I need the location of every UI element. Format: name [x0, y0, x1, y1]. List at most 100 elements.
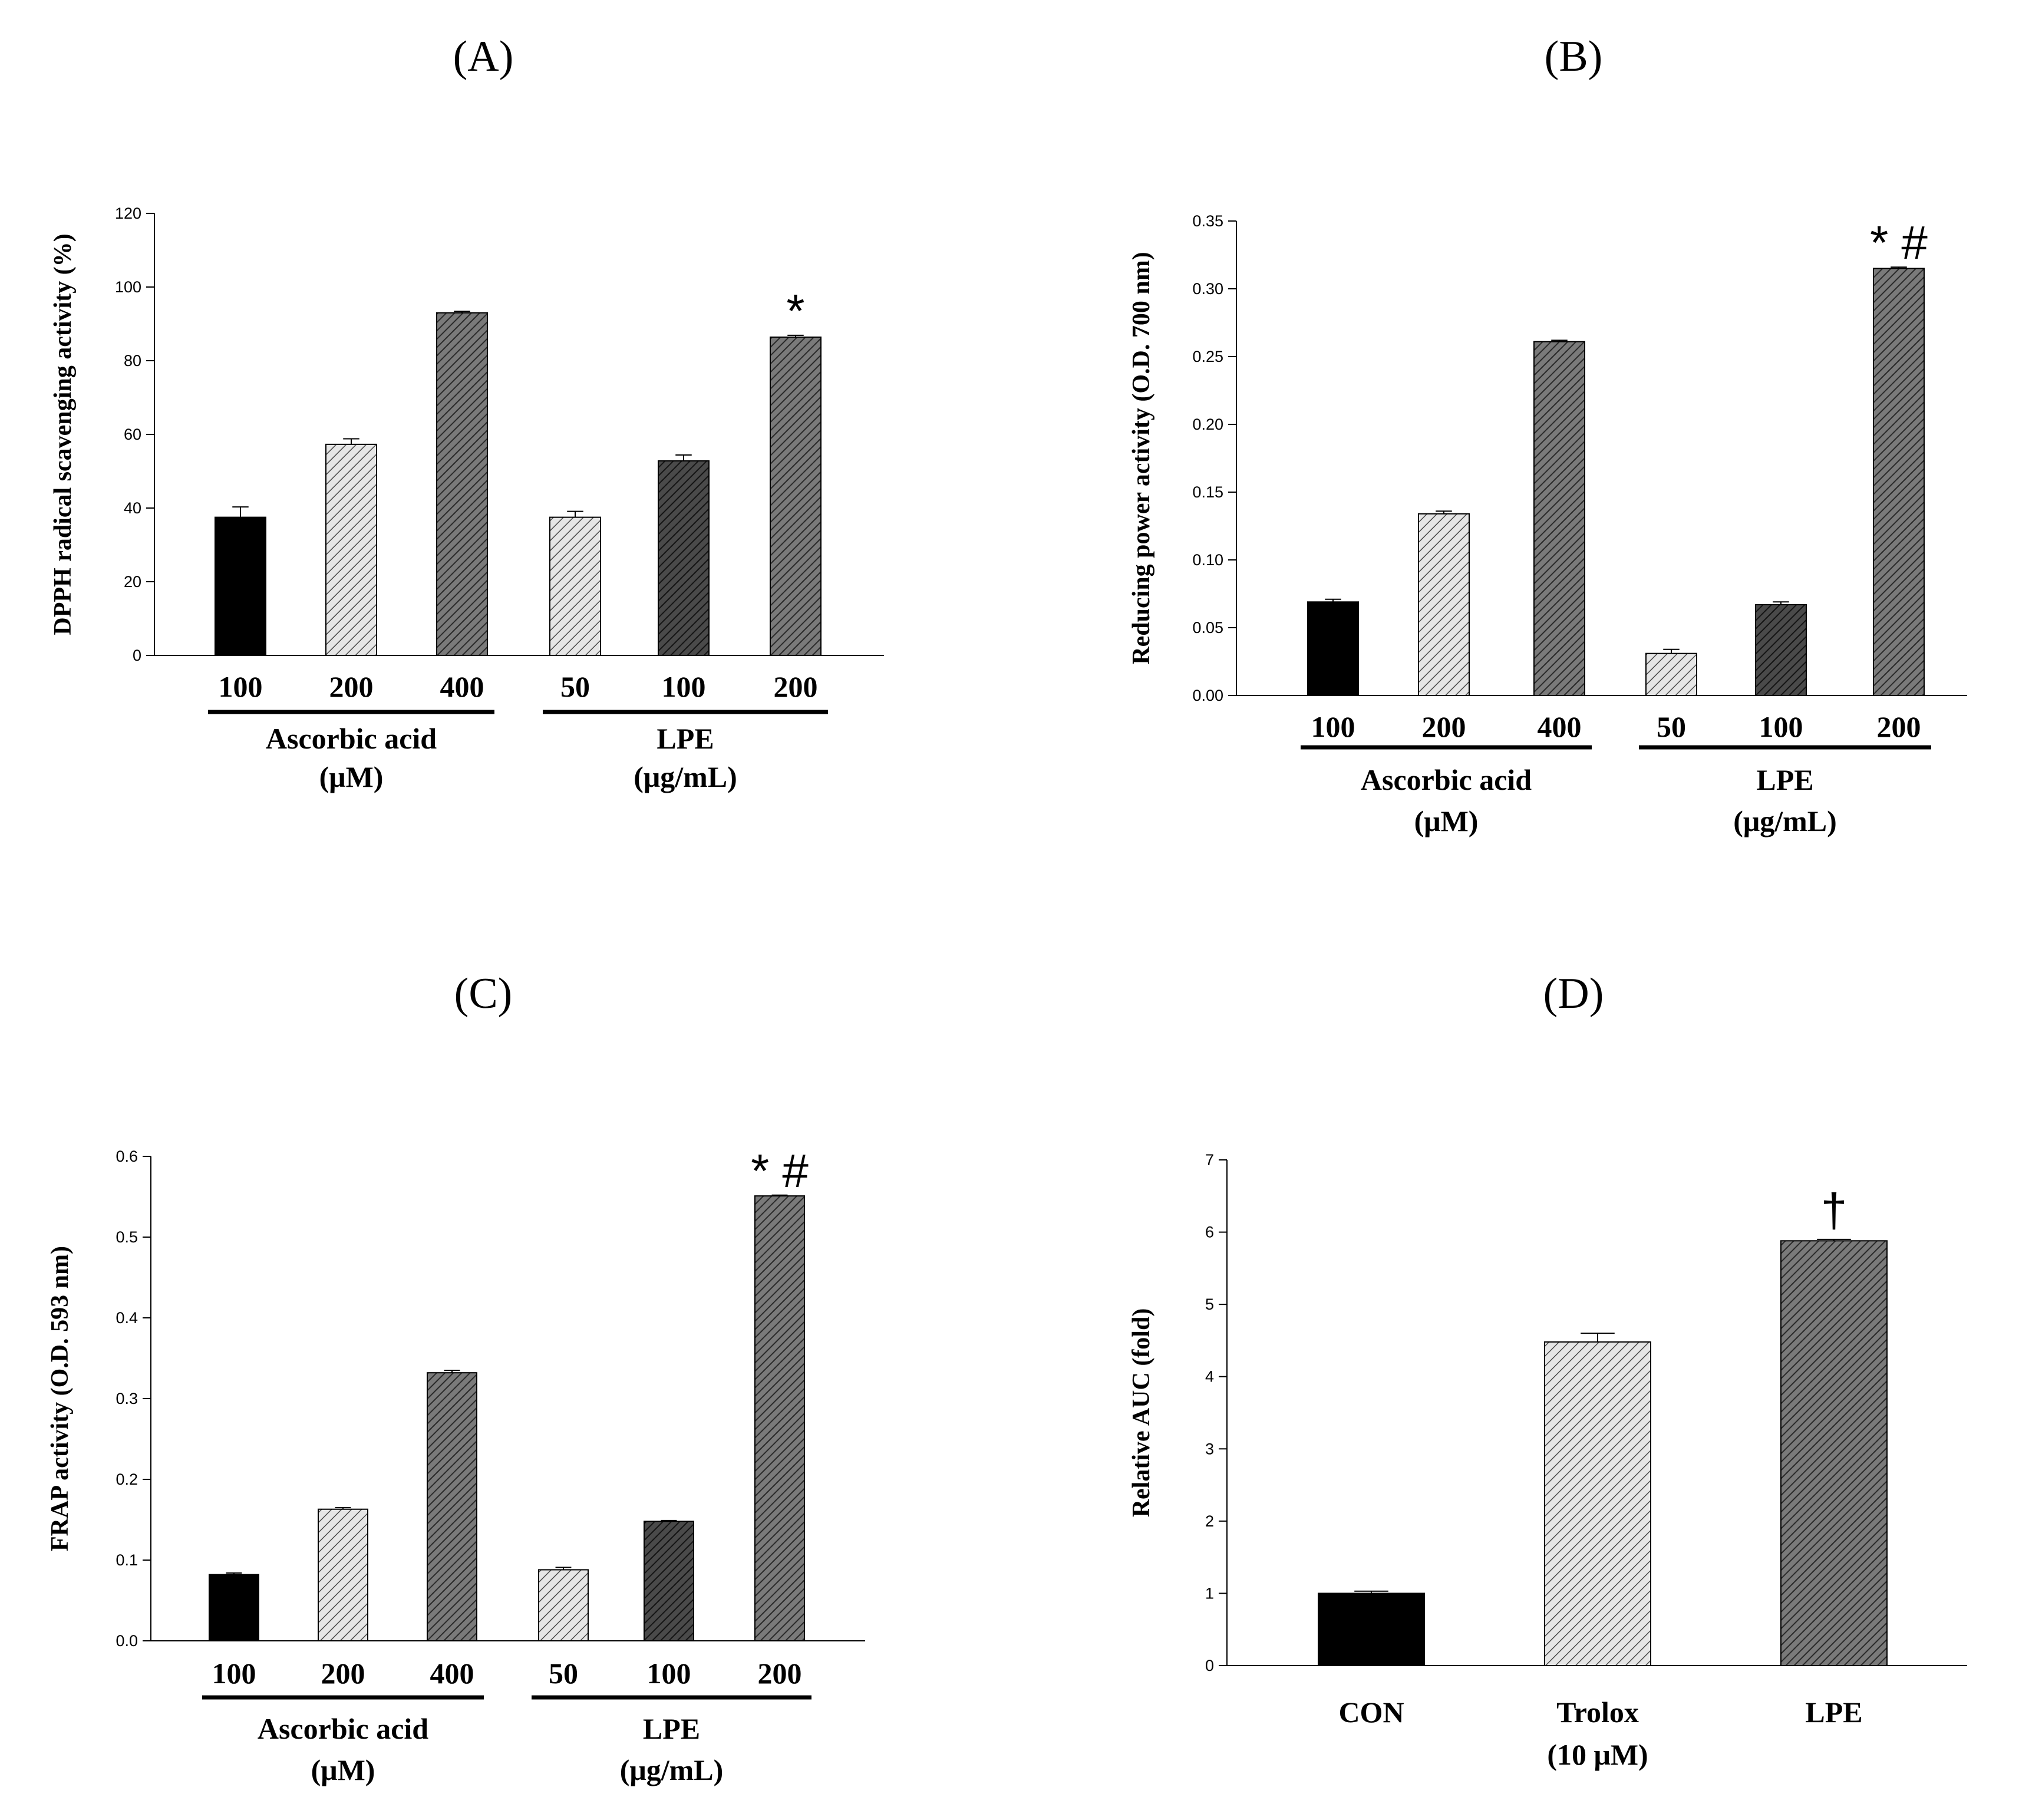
y-tick-label: 0.15	[1192, 483, 1223, 501]
bar	[770, 337, 822, 656]
group-label: LPE	[1756, 763, 1813, 796]
bar	[209, 1574, 259, 1641]
group-label: LPE	[643, 1712, 700, 1745]
y-tick-label: 0	[133, 647, 141, 664]
y-axis-label: Reducing power activity (O.D. 700 nm)	[1128, 252, 1155, 664]
y-tick-label: 0.0	[116, 1632, 138, 1650]
bar	[215, 516, 266, 656]
bar	[1533, 341, 1585, 696]
y-tick-label: 0.5	[116, 1228, 138, 1246]
x-tick-label: 100	[662, 670, 706, 703]
group-label: (μg/mL)	[634, 760, 737, 793]
group-label: Ascorbic acid	[258, 1712, 428, 1745]
x-tick-label: 200	[1877, 710, 1921, 743]
bar	[1873, 268, 1925, 696]
bar	[1318, 1592, 1425, 1666]
y-tick-label: 0.20	[1192, 416, 1223, 433]
bar	[538, 1569, 589, 1641]
x-tick-label: 100	[1311, 710, 1355, 743]
y-tick-label: 60	[124, 426, 141, 443]
y-tick-label: 0	[1205, 1657, 1214, 1674]
group-label: (μg/mL)	[620, 1753, 724, 1786]
y-axis-label: Relative AUC (fold)	[1128, 1308, 1155, 1518]
group-label: (μM)	[311, 1753, 375, 1786]
y-tick-label: 120	[115, 205, 141, 222]
bar	[549, 516, 601, 656]
x-tick-label: 100	[212, 1657, 256, 1690]
bar	[1755, 604, 1807, 697]
y-tick-label: 6	[1205, 1224, 1214, 1241]
significance-mark: *	[786, 285, 804, 337]
group-label: Ascorbic acid	[1361, 763, 1532, 796]
y-tick-label: 0.1	[116, 1551, 138, 1569]
chart-relative-auc: 0 1 2 3 4 5 6 7 Relative AUC (fold) CON Trolox (10 …	[1128, 1151, 1967, 1771]
bar	[436, 312, 488, 656]
group-label: Ascorbic acid	[266, 722, 437, 755]
y-tick-label: 4	[1205, 1368, 1214, 1386]
chart-dpph: 0 20 40 60 80 100 120 DPPH radical scavenging a…	[50, 205, 884, 793]
x-tick-label: 50	[549, 1657, 578, 1690]
x-tick-label: 100	[219, 670, 263, 703]
bar	[1307, 601, 1359, 696]
y-tick-label: 0.00	[1192, 687, 1223, 704]
y-tick-label: 40	[124, 499, 141, 517]
bar	[325, 443, 377, 656]
bar	[1418, 513, 1470, 696]
significance-mark: * #	[751, 1145, 809, 1197]
bar	[644, 1521, 694, 1641]
group-label: (μM)	[1414, 805, 1479, 838]
y-tick-label: 20	[124, 573, 141, 591]
y-tick-label: 1	[1205, 1584, 1214, 1602]
bar	[1544, 1341, 1651, 1666]
y-tick-label: 7	[1205, 1151, 1214, 1169]
x-tick-label: CON	[1338, 1696, 1404, 1729]
chart-reducing-power: 0.00 0.05 0.10 0.15 0.20 0.25 0.30 0.35 Reducing…	[1128, 212, 1967, 838]
y-tick-label: 0.4	[116, 1309, 138, 1327]
y-tick-label: 80	[124, 352, 141, 370]
x-tick-label: 200	[758, 1657, 802, 1690]
group-label: LPE	[656, 722, 714, 755]
panel-label-b: (B)	[1545, 32, 1603, 81]
y-tick-label: 100	[115, 278, 141, 296]
y-tick-label: 0.25	[1192, 348, 1223, 365]
chart-frap: 0.0 0.1 0.2 0.3 0.4 0.5 0.6 FRAP activity (O.D.…	[47, 1145, 865, 1786]
x-tick-label: 400	[440, 670, 484, 703]
x-tick-label: 100	[1759, 710, 1803, 743]
y-tick-label: 0.3	[116, 1390, 138, 1407]
y-tick-label: 5	[1205, 1295, 1214, 1313]
y-axis-label: FRAP activity (O.D. 593 nm)	[47, 1246, 74, 1551]
panel-label-d: (D)	[1543, 970, 1604, 1018]
y-tick-label: 3	[1205, 1440, 1214, 1458]
bar	[1780, 1240, 1888, 1666]
x-tick-label: 200	[774, 670, 818, 703]
y-tick-label: 0.10	[1192, 551, 1223, 569]
x-tick-label: 100	[647, 1657, 691, 1690]
x-tick-label: 50	[1657, 710, 1686, 743]
panel-label-a: (A)	[453, 32, 514, 81]
y-tick-label: 0.35	[1192, 212, 1223, 230]
x-tick-label: (10 μM)	[1547, 1738, 1648, 1771]
bar	[318, 1508, 368, 1641]
x-tick-label: 200	[329, 670, 374, 703]
x-tick-label: 400	[430, 1657, 474, 1690]
y-tick-label: 0.2	[116, 1470, 138, 1488]
y-tick-label: 0.05	[1192, 619, 1223, 637]
bar	[1645, 652, 1697, 696]
y-tick-label: 2	[1205, 1512, 1214, 1530]
group-label: (μg/mL)	[1733, 805, 1837, 838]
x-tick-label: LPE	[1805, 1696, 1862, 1729]
x-tick-label: 200	[1422, 710, 1466, 743]
x-tick-label: 400	[1538, 710, 1582, 743]
group-label: (μM)	[319, 760, 384, 793]
significance-mark: * #	[1870, 216, 1928, 269]
bar	[658, 460, 710, 656]
bar	[427, 1372, 477, 1641]
x-tick-label: 50	[560, 670, 590, 703]
bar	[754, 1195, 805, 1641]
significance-mark: †	[1821, 1184, 1848, 1237]
panel-label-c: (C)	[454, 970, 513, 1018]
y-tick-label: 0.6	[116, 1148, 138, 1165]
y-axis-label: DPPH radical scavenging activity (%)	[50, 233, 77, 635]
x-tick-label: Trolox	[1556, 1696, 1639, 1729]
